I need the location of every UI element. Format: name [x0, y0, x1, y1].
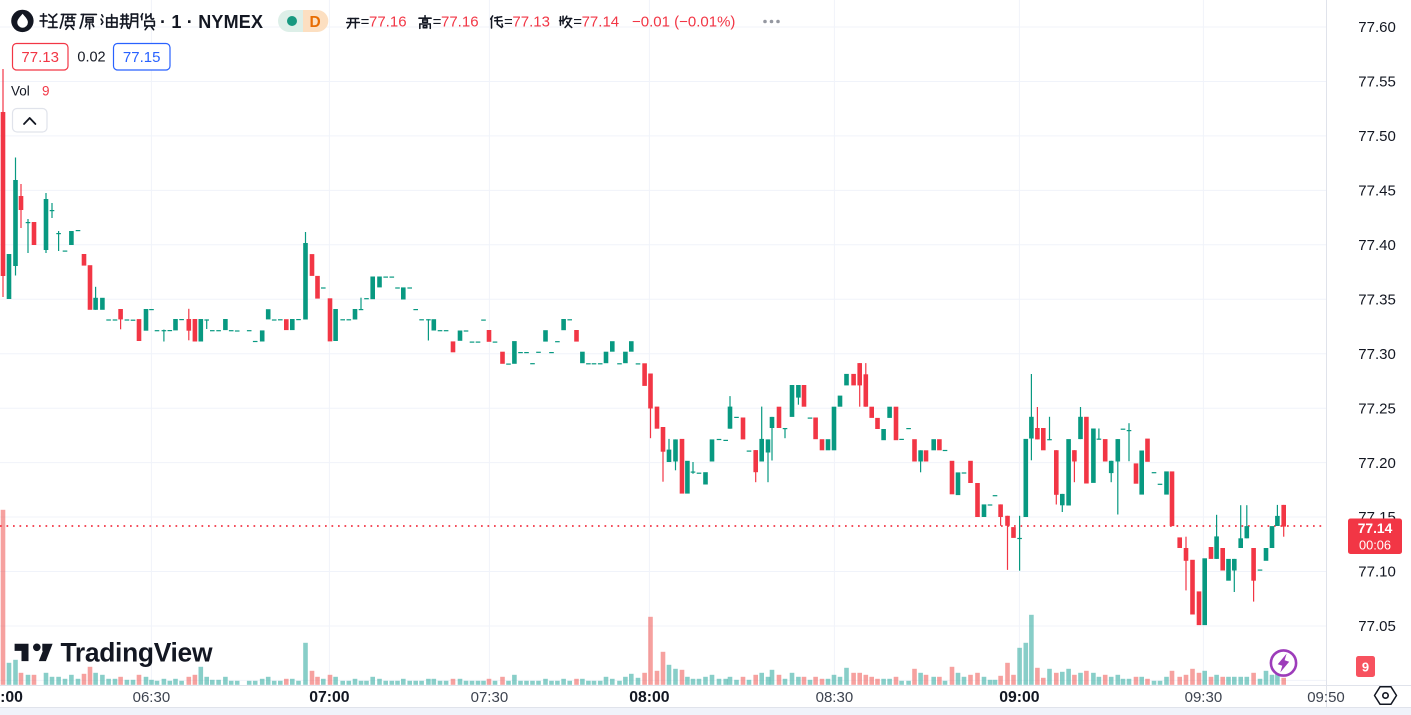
svg-text:=: = — [504, 14, 513, 31]
svg-text:9: 9 — [1362, 660, 1369, 675]
svg-text:77.40: 77.40 — [1358, 237, 1396, 254]
svg-text:−0.01 (−0.01%): −0.01 (−0.01%) — [632, 14, 735, 31]
svg-text:=: = — [573, 14, 582, 31]
svg-text:77.10: 77.10 — [1358, 564, 1396, 581]
svg-text:9: 9 — [42, 84, 50, 99]
svg-text:=: = — [433, 14, 442, 31]
svg-text:77.55: 77.55 — [1358, 74, 1396, 91]
svg-text:77.13: 77.13 — [21, 49, 59, 66]
svg-text:77.14: 77.14 — [1358, 521, 1393, 536]
svg-text:TradingView: TradingView — [61, 638, 213, 668]
svg-text:77.16: 77.16 — [441, 14, 479, 31]
svg-text:08:00: 08:00 — [629, 689, 670, 706]
svg-text:0.02: 0.02 — [77, 50, 105, 66]
svg-text:Vol: Vol — [11, 84, 30, 99]
svg-text::00: :00 — [0, 689, 23, 706]
svg-text:00:06: 00:06 — [1359, 538, 1391, 553]
svg-text:09:50: 09:50 — [1307, 689, 1345, 706]
svg-text:77.45: 77.45 — [1358, 183, 1396, 200]
svg-text:06:30: 06:30 — [133, 689, 171, 706]
svg-text:08:30: 08:30 — [816, 689, 854, 706]
svg-text:77.25: 77.25 — [1358, 400, 1396, 417]
svg-text:77.20: 77.20 — [1358, 455, 1396, 472]
svg-text:77.05: 77.05 — [1358, 618, 1396, 635]
svg-text:· 1 · NYMEX: · 1 · NYMEX — [160, 12, 263, 32]
svg-text:09:00: 09:00 — [999, 689, 1040, 706]
svg-text:77.50: 77.50 — [1358, 128, 1396, 145]
svg-text:07:00: 07:00 — [309, 689, 350, 706]
svg-text:77.30: 77.30 — [1358, 346, 1396, 363]
svg-text:09:30: 09:30 — [1185, 689, 1223, 706]
svg-text:77.16: 77.16 — [369, 14, 407, 31]
svg-text:07:30: 07:30 — [471, 689, 509, 706]
svg-text:D: D — [310, 14, 321, 31]
svg-text:77.13: 77.13 — [512, 14, 550, 31]
svg-text:77.15: 77.15 — [123, 49, 161, 66]
svg-text:77.14: 77.14 — [582, 14, 620, 31]
svg-text:=: = — [361, 14, 370, 31]
svg-text:77.60: 77.60 — [1358, 19, 1396, 36]
svg-text:77.35: 77.35 — [1358, 291, 1396, 308]
